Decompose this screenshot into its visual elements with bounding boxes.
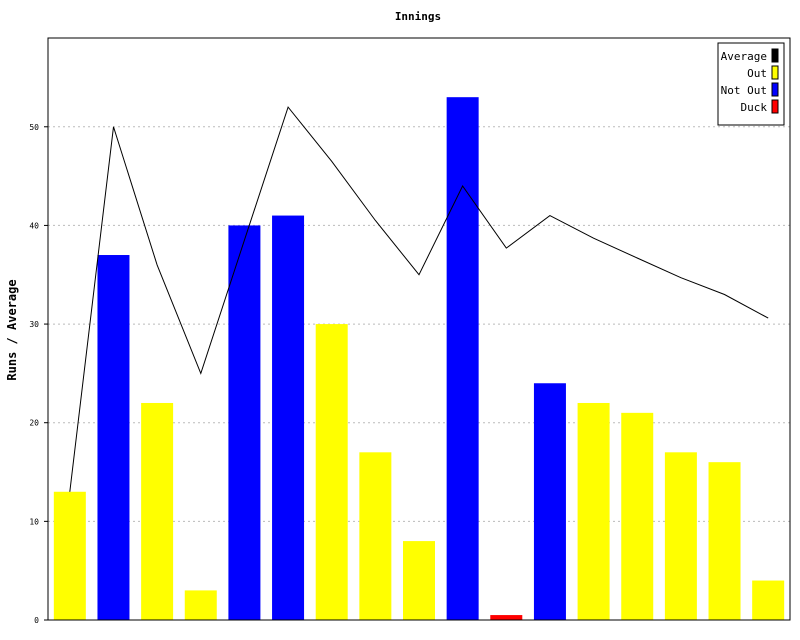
average-line [69,106,769,492]
bar-out [708,462,741,620]
legend-swatch [771,82,779,97]
legend-swatch [771,65,779,80]
plot-frame [47,37,791,621]
y-axis-ticks: 0 10 20 30 40 50 [29,123,48,625]
y-tick-label: 0 [34,616,39,625]
bar-out [621,412,654,620]
legend-swatch [771,48,779,63]
average-line-group [69,106,769,492]
bar-out [752,580,785,620]
y-tick-label: 10 [29,517,39,526]
bar-out [664,452,697,620]
bar-duck [490,615,523,620]
legend-swatch [771,99,779,114]
bar-out [403,541,435,620]
legend: Average Out Not Out Duck [717,42,785,126]
bar-out [184,590,217,620]
bar-not-out [272,215,305,620]
legend-label: Average [721,50,767,63]
legend-label: Out [747,67,767,80]
bar-not-out [97,255,130,620]
bar-not-out [228,225,261,621]
bar-series [53,97,785,621]
bar-out [359,452,392,620]
bar-out [141,402,174,620]
bar-out [315,324,348,620]
legend-label: Not Out [721,84,767,97]
bar-out [53,491,86,620]
y-axis-label: Runs / Average [5,279,19,380]
chart-title: Innings [395,10,441,23]
bar-out [577,402,610,620]
y-tick-label: 40 [29,221,39,230]
legend-label: Duck [741,101,768,114]
bar-not-out [533,383,566,620]
bar-not-out [446,97,479,620]
y-tick-label: 20 [29,419,39,428]
y-tick-label: 30 [29,320,39,329]
y-tick-label: 50 [29,123,39,132]
grid-lines [48,126,790,522]
